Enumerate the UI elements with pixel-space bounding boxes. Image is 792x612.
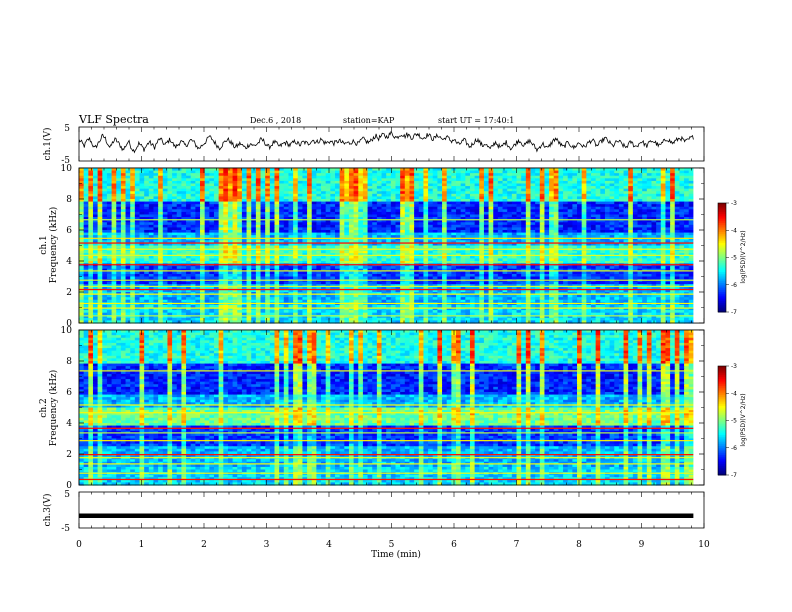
colorbar-tick-label: -7 xyxy=(731,472,737,479)
time-tick-label: 8 xyxy=(576,540,582,550)
time-axis-label: Time (min) xyxy=(371,549,421,560)
colorbar-tick-label: -6 xyxy=(731,282,737,289)
ch3-tick-marks xyxy=(78,492,705,528)
time-tick-label: 6 xyxy=(451,540,457,550)
ch1-colorbar-label: log(PSD)(V^2/Hz) xyxy=(740,230,747,283)
ch2-spectrogram-panel: 0 2 4 6 8 10 ch.2 Frequency (kHz) -3 -4 -5 -6 -7 … xyxy=(39,326,747,491)
ch1-spectrogram-image xyxy=(79,168,704,324)
ch1-ytick-bottom: -5 xyxy=(61,156,70,166)
start-time-label: start UT = 17:40:1 xyxy=(438,116,514,125)
time-tick-label: 10 xyxy=(698,540,710,550)
colorbar-tick-label: -4 xyxy=(731,390,737,397)
time-tick-label: 3 xyxy=(264,540,270,550)
ch3-panel: 5 -5 ch.3(V) xyxy=(42,490,705,534)
ch1-colorbar: -3 -4 -5 -6 -7 log(PSD)(V^2/Hz) xyxy=(717,200,747,316)
time-tick-label: 0 xyxy=(76,540,82,550)
spec-ytick-label: 10 xyxy=(61,164,73,174)
ch3-ylabel: ch.3(V) xyxy=(42,494,53,527)
ch1-tick-marks xyxy=(78,127,705,161)
spec-ytick-label: 4 xyxy=(66,419,72,429)
ch1-spec-yticks: 0 2 4 6 8 10 xyxy=(61,164,705,329)
time-axis: 0 1 2 3 4 5 6 7 8 9 10 xyxy=(76,540,710,550)
time-tick-label: 1 xyxy=(139,540,145,550)
spec-ytick-label: 2 xyxy=(66,288,72,298)
colorbar-tick-label: -7 xyxy=(731,309,737,316)
ch2-spec-yticks: 0 2 4 6 8 10 xyxy=(61,326,705,491)
spec-ytick-label: 4 xyxy=(66,257,72,267)
ch1-spec-ylabel-freq: Frequency (kHz) xyxy=(48,207,59,284)
spec-ytick-label: 8 xyxy=(66,195,72,205)
ch1-ylabel: ch.1(V) xyxy=(42,128,53,161)
colorbar-tick-label: -3 xyxy=(731,200,737,207)
ch1-spectrogram-panel: 0 2 4 6 8 10 ch.1 Frequency (kHz) -3 -4 -5 -6 -7 … xyxy=(39,164,747,329)
ch3-ytick-top: 5 xyxy=(64,490,70,500)
time-tick-label: 9 xyxy=(639,540,645,550)
spec-ytick-label: 0 xyxy=(66,319,72,329)
time-tick-label: 5 xyxy=(389,540,395,550)
colorbar-tick-label: -5 xyxy=(731,255,737,262)
spec-ytick-label: 6 xyxy=(66,226,72,236)
spec-ytick-label: 10 xyxy=(61,326,73,336)
station-label: station=KAP xyxy=(343,116,395,125)
time-tick-label: 4 xyxy=(326,540,332,550)
colorbar-tick-label: -3 xyxy=(731,363,737,370)
spec-ytick-label: 2 xyxy=(66,450,72,460)
time-tick-label: 2 xyxy=(201,540,207,550)
ch1-spec-ylabel: ch.1 xyxy=(39,235,49,254)
ch1-panel: 5 -5 ch.1(V) xyxy=(42,124,705,166)
spec-ytick-label: 8 xyxy=(66,357,72,367)
spec-ytick-label: 6 xyxy=(66,388,72,398)
ch2-colorbar-label: log(PSD)(V^2/Hz) xyxy=(740,393,747,446)
ch2-spec-ylabel-freq: Frequency (kHz) xyxy=(48,370,59,447)
ch3-ytick-bottom: -5 xyxy=(61,524,70,534)
ch2-spec-ylabel: ch.2 xyxy=(39,398,49,417)
ch2-colorbar: -3 -4 -5 -6 -7 log(PSD)(V^2/Hz) xyxy=(717,363,747,479)
ch3-frame xyxy=(78,491,705,529)
ch1-ytick-top: 5 xyxy=(64,124,70,134)
spec-ytick-label: 0 xyxy=(66,481,72,491)
ch2-spectrogram-image xyxy=(79,330,704,486)
time-tick-label: 7 xyxy=(514,540,520,550)
date-label: Dec.6 , 2018 xyxy=(250,116,301,125)
colorbar-tick-label: -5 xyxy=(731,418,737,425)
colorbar-tick-label: -4 xyxy=(731,227,737,234)
figure-title: VLF Spectra xyxy=(78,113,149,126)
colorbar-tick-label: -6 xyxy=(731,445,737,452)
ch1-series-line xyxy=(79,130,694,154)
